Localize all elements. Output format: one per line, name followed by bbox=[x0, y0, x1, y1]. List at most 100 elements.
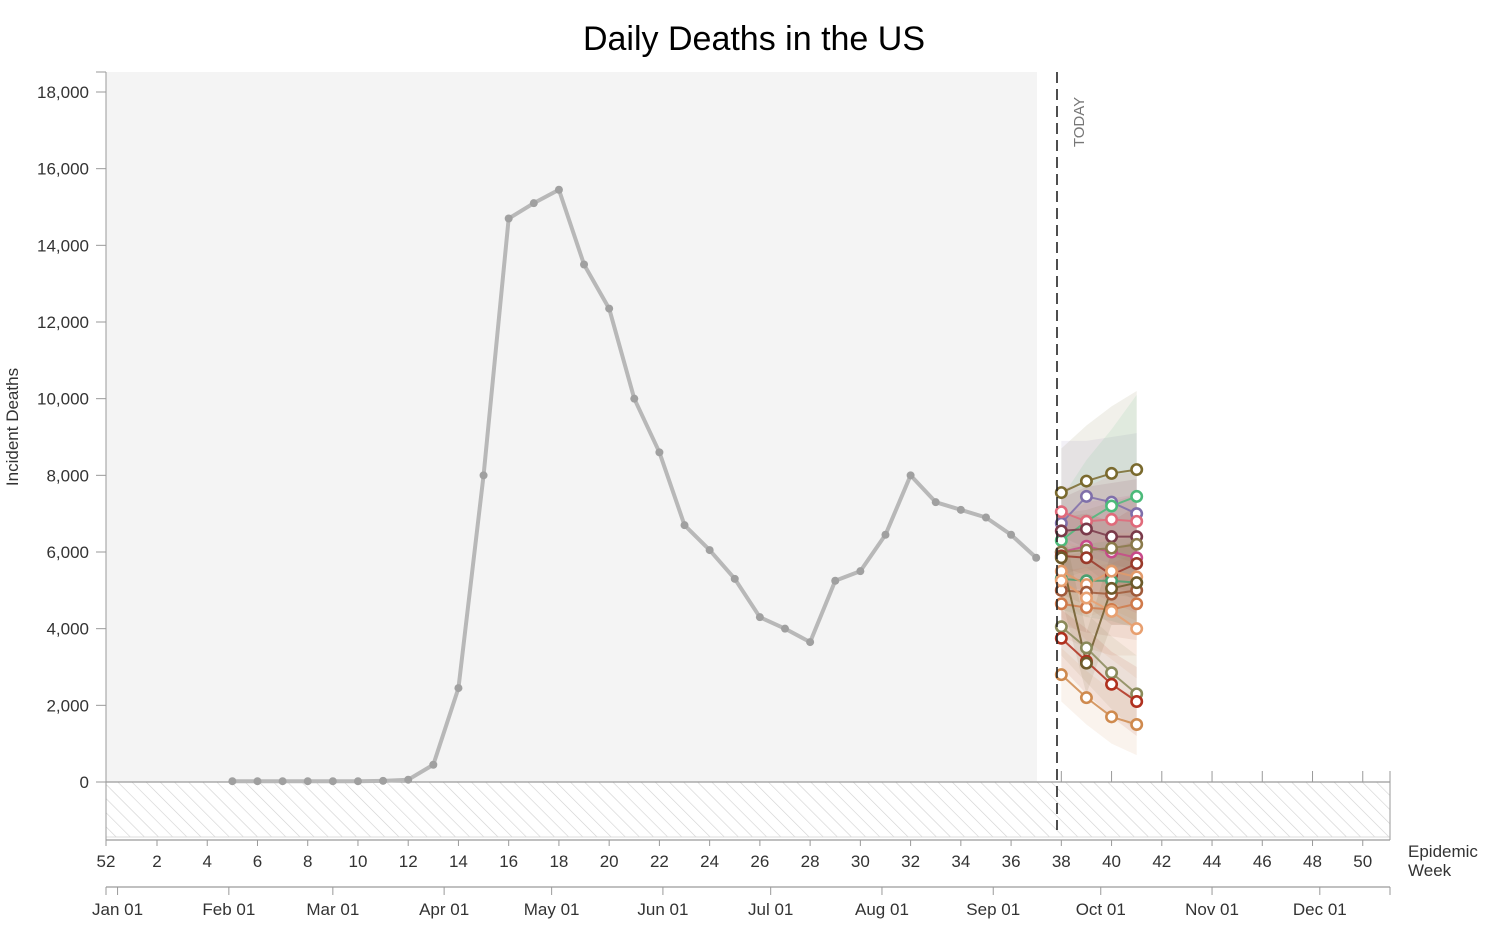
forecast-point[interactable] bbox=[1105, 604, 1119, 618]
month-tick-label: Mar 01 bbox=[306, 900, 359, 919]
observed-point[interactable] bbox=[1007, 530, 1016, 539]
forecast-point[interactable] bbox=[1130, 556, 1144, 570]
observed-point[interactable] bbox=[655, 448, 664, 457]
forecast-point[interactable] bbox=[1105, 677, 1119, 691]
forecast-point[interactable] bbox=[1105, 512, 1119, 526]
forecast-band bbox=[1061, 433, 1137, 602]
observed-point[interactable] bbox=[906, 471, 915, 480]
observed-point[interactable] bbox=[1032, 553, 1041, 562]
forecast-point[interactable] bbox=[1105, 466, 1119, 480]
forecast-point[interactable] bbox=[1105, 710, 1119, 724]
y-tick-label: 12,000 bbox=[37, 313, 89, 332]
observed-point[interactable] bbox=[580, 260, 589, 269]
forecast-point[interactable] bbox=[1054, 551, 1068, 565]
observed-point[interactable] bbox=[303, 777, 312, 786]
observed-point[interactable] bbox=[353, 777, 362, 786]
forecast-line bbox=[1060, 637, 1138, 703]
observed-point[interactable] bbox=[881, 530, 890, 539]
forecast-point[interactable] bbox=[1105, 564, 1119, 578]
forecast-point[interactable] bbox=[1130, 489, 1144, 503]
epiweek-tick-label: 2 bbox=[152, 852, 161, 871]
observed-point[interactable] bbox=[831, 576, 840, 585]
month-tick-label: Oct 01 bbox=[1076, 900, 1126, 919]
forecast-point[interactable] bbox=[1130, 463, 1144, 477]
observed-point[interactable] bbox=[755, 613, 764, 622]
forecast-point[interactable] bbox=[1130, 622, 1144, 636]
month-tick-label: Nov 01 bbox=[1185, 900, 1239, 919]
forecast-band bbox=[1061, 479, 1137, 595]
forecast-point[interactable] bbox=[1054, 524, 1068, 538]
observed-point[interactable] bbox=[931, 498, 940, 507]
observed-point[interactable] bbox=[228, 777, 237, 786]
forecast-point[interactable] bbox=[1130, 597, 1144, 611]
observed-point[interactable] bbox=[253, 777, 262, 786]
epiweek-tick-label: 12 bbox=[399, 852, 418, 871]
y-tick-label: 6,000 bbox=[46, 543, 89, 562]
forecast-point[interactable] bbox=[1105, 499, 1119, 513]
y-axis: 0 2,000 4,000 6,000 8,000 10,000 12,000 14,000 1… bbox=[37, 83, 106, 792]
forecast-line bbox=[1061, 577, 1137, 584]
epiweek-axis: 52 2 4 6 8 10 12 14 16 18 20 22 24 26 28 30 32 34 36 38 40 42… bbox=[96, 71, 1391, 871]
forecast-point[interactable] bbox=[1130, 694, 1144, 708]
forecast-point[interactable] bbox=[1105, 541, 1119, 555]
observed-point[interactable] bbox=[379, 776, 388, 785]
forecast-line bbox=[1061, 554, 1138, 577]
month-tick-label: Sep 01 bbox=[966, 900, 1020, 919]
forecast-point[interactable] bbox=[1105, 581, 1119, 595]
forecast-point[interactable] bbox=[1130, 717, 1144, 731]
forecast-line bbox=[1061, 589, 1137, 596]
forecast-point[interactable] bbox=[1130, 576, 1144, 590]
forecast-line bbox=[1060, 673, 1137, 726]
observed-point[interactable] bbox=[554, 185, 563, 194]
forecast-point[interactable] bbox=[1105, 530, 1119, 544]
month-tick-label: Dec 01 bbox=[1293, 900, 1347, 919]
forecast-point[interactable] bbox=[1079, 691, 1093, 705]
forecast-point[interactable] bbox=[1054, 631, 1068, 645]
epiweek-tick-label: 34 bbox=[951, 852, 970, 871]
epiweek-axis-label-line2: Week bbox=[1408, 861, 1452, 880]
forecast-point[interactable] bbox=[1105, 666, 1119, 680]
observed-point[interactable] bbox=[630, 394, 639, 403]
forecast-point[interactable] bbox=[1079, 522, 1093, 536]
forecast-point[interactable] bbox=[1054, 486, 1068, 500]
observed-point[interactable] bbox=[404, 775, 413, 784]
forecast-point[interactable] bbox=[1130, 537, 1144, 551]
observed-point[interactable] bbox=[856, 567, 865, 576]
forecast-point[interactable] bbox=[1079, 591, 1093, 605]
observed-point[interactable] bbox=[479, 471, 488, 480]
observed-point[interactable] bbox=[328, 777, 337, 786]
forecast-point[interactable] bbox=[1054, 505, 1068, 519]
epiweek-tick-label: 38 bbox=[1052, 852, 1071, 871]
epiweek-tick-label: 40 bbox=[1102, 852, 1121, 871]
forecast-point[interactable] bbox=[1079, 474, 1093, 488]
month-tick-label: Aug 01 bbox=[855, 900, 909, 919]
epiweek-axis-label-line1: Epidemic bbox=[1408, 842, 1478, 861]
forecast-point[interactable] bbox=[1079, 656, 1093, 670]
forecast-point[interactable] bbox=[1054, 597, 1068, 611]
forecast-point[interactable] bbox=[1054, 574, 1068, 588]
forecast-line bbox=[1060, 557, 1137, 667]
forecast-line bbox=[1060, 570, 1137, 586]
forecast-bands bbox=[1061, 391, 1137, 756]
observed-point[interactable] bbox=[705, 546, 714, 555]
observed-point[interactable] bbox=[956, 505, 965, 514]
epiweek-tick-label: 30 bbox=[851, 852, 870, 871]
observed-point[interactable] bbox=[529, 199, 538, 208]
observed-point[interactable] bbox=[680, 521, 689, 530]
forecast-point[interactable] bbox=[1079, 551, 1093, 565]
forecast-point[interactable] bbox=[1054, 668, 1068, 682]
observed-point[interactable] bbox=[730, 574, 739, 583]
observed-point[interactable] bbox=[504, 214, 513, 223]
y-tick-label: 18,000 bbox=[37, 83, 89, 102]
forecast-point[interactable] bbox=[1130, 514, 1144, 528]
observed-point[interactable] bbox=[981, 513, 990, 522]
forecast-point[interactable] bbox=[1079, 641, 1093, 655]
forecast-point[interactable] bbox=[1079, 489, 1093, 503]
observed-point[interactable] bbox=[278, 777, 287, 786]
observed-point[interactable] bbox=[605, 304, 614, 313]
epiweek-tick-label: 46 bbox=[1253, 852, 1272, 871]
observed-point[interactable] bbox=[429, 760, 438, 769]
observed-point[interactable] bbox=[806, 638, 815, 647]
observed-point[interactable] bbox=[454, 684, 463, 693]
observed-point[interactable] bbox=[781, 624, 789, 633]
